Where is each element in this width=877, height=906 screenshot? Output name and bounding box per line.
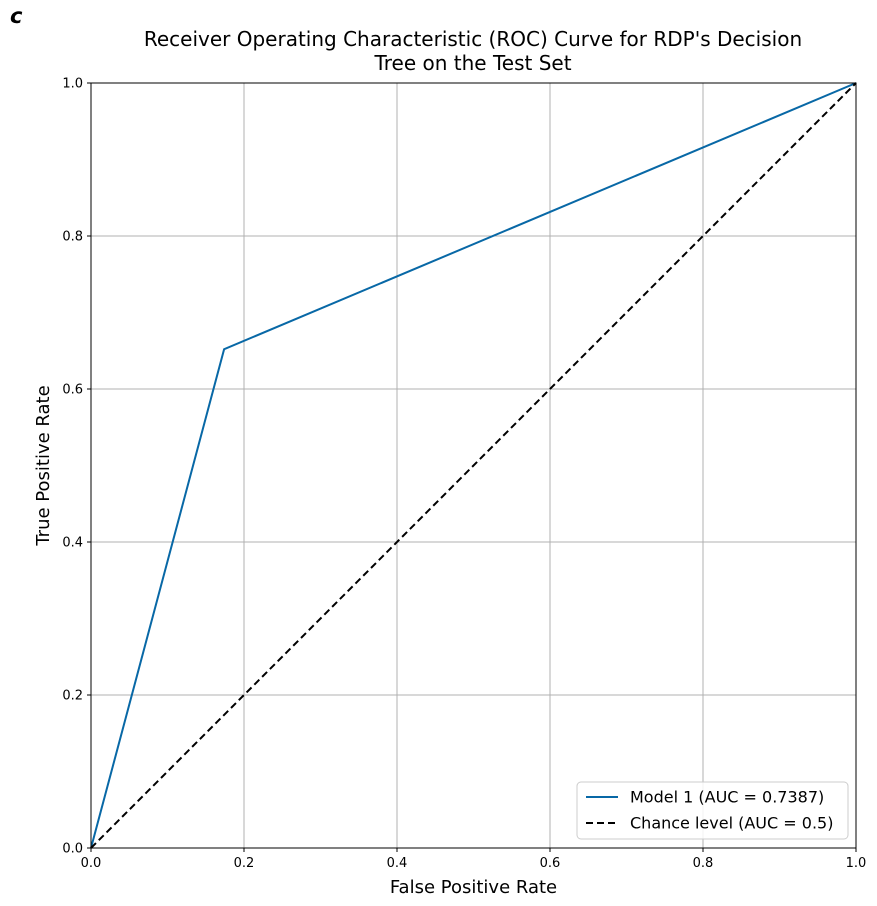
legend-entry-label: Chance level (AUC = 0.5) — [630, 814, 833, 833]
legend-box — [576, 781, 849, 840]
y-tick-label: 1.0 — [62, 77, 83, 92]
x-axis-label: False Positive Rate — [390, 877, 557, 898]
panel-label: c — [10, 4, 23, 28]
x-tick-label: 0.4 — [387, 856, 408, 871]
chart-title-line-2: Tree on the Test Set — [373, 51, 571, 75]
plot-frame — [90, 82, 857, 849]
y-axis-label: True Positive Rate — [33, 385, 54, 546]
chart-title-line-1: Receiver Operating Characteristic (ROC) … — [144, 27, 802, 51]
series-layer — [90, 82, 857, 849]
x-tick-label: 0.6 — [540, 856, 561, 871]
legend-entry-label: Model 1 (AUC = 0.7387) — [630, 788, 824, 807]
x-tick-label: 0.0 — [81, 856, 102, 871]
y-tick-label: 0.0 — [62, 842, 83, 857]
series-line-chance-level-auc-0-5 — [90, 82, 857, 849]
y-tick-label: 0.4 — [62, 536, 83, 551]
y-tick-label: 0.6 — [62, 383, 83, 398]
legend: Model 1 (AUC = 0.7387) Chance level (AUC … — [576, 781, 849, 840]
x-tick-label: 0.8 — [693, 856, 714, 871]
y-tick-label: 0.2 — [62, 689, 83, 704]
x-tick-label: 1.0 — [846, 856, 867, 871]
series-line-model-1-auc-0-7387 — [90, 82, 857, 849]
y-tick-label: 0.8 — [62, 230, 83, 245]
x-tick-label: 0.2 — [234, 856, 255, 871]
ticks: 0.0 0.2 0.4 0.6 0.8 1.0 0.0 0.2 0.4 0.6 0.8 1.0 — [62, 77, 866, 872]
